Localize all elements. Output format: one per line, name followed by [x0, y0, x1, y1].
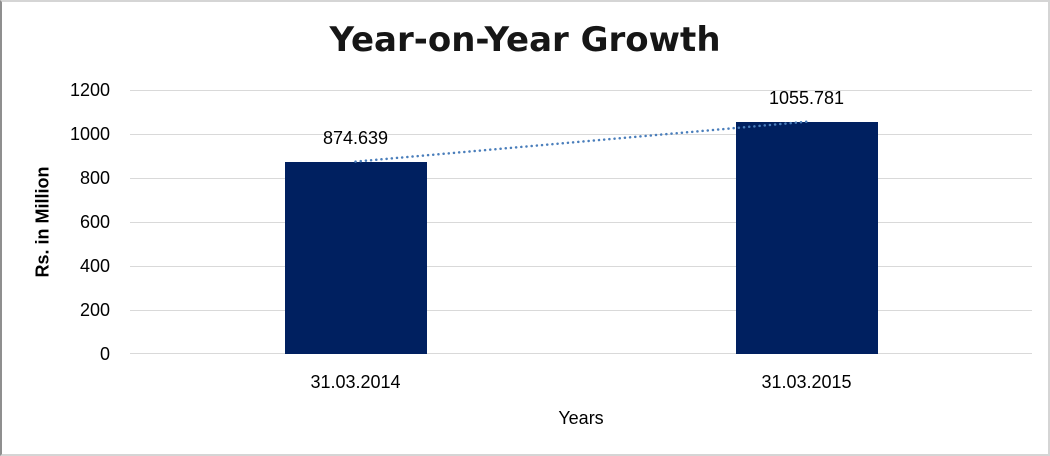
- gridline: [130, 134, 1032, 135]
- bar-31.03.2014: [284, 161, 427, 354]
- plot-area: 874.639 1055.781: [130, 87, 1032, 354]
- data-label: 1055.781: [768, 87, 845, 108]
- gridline: [130, 178, 1032, 179]
- gridline: [130, 310, 1032, 311]
- y-tick-label: 0: [99, 344, 110, 364]
- gridline: [130, 266, 1032, 267]
- chart-title: Year-on-Year Growth: [329, 20, 721, 60]
- x-axis-title: Years: [558, 408, 604, 428]
- x-tick-label: 31.03.2014: [310, 372, 401, 392]
- y-tick-label: 200: [79, 300, 110, 320]
- gridline: [130, 90, 1032, 91]
- y-tick-label: 800: [79, 168, 110, 188]
- y-tick-label: 600: [79, 212, 110, 232]
- y-tick-label: 1200: [69, 80, 110, 100]
- trendline: [354, 120, 808, 163]
- data-label: 874.639: [322, 127, 389, 148]
- x-tick-label: 31.03.2015: [761, 372, 852, 392]
- y-tick-label: 400: [79, 256, 110, 276]
- gridline: [130, 353, 1032, 354]
- bar-31.03.2015: [735, 121, 878, 354]
- gridline: [130, 222, 1032, 223]
- y-tick-label: 1000: [69, 124, 110, 144]
